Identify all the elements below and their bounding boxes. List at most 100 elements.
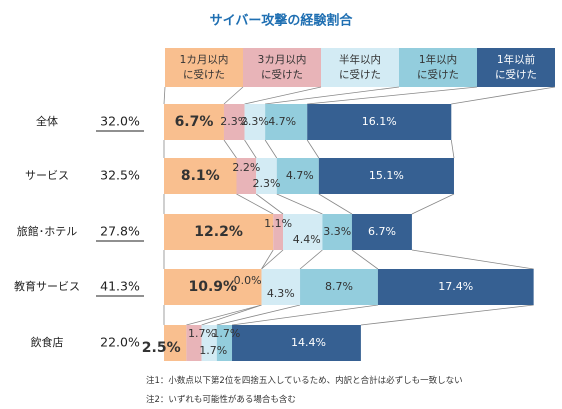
connector-line	[265, 86, 400, 105]
legend-label: に受けた	[261, 69, 303, 81]
connector-line	[299, 249, 323, 270]
legend-label: に受けた	[183, 69, 225, 81]
bar-segment	[164, 214, 274, 250]
legend-label: 1年以内	[419, 53, 457, 66]
connector-line	[216, 304, 301, 326]
legend-label: に受けた	[339, 69, 381, 81]
data-label: 15.1%	[369, 169, 404, 182]
legend-label: に受けた	[417, 69, 459, 81]
connector-line	[186, 304, 262, 326]
category-label: 教育サービス	[14, 279, 80, 293]
data-label: 17.4%	[438, 280, 473, 293]
data-label: 1.1%	[264, 217, 292, 230]
data-label: 12.2%	[194, 224, 243, 240]
data-label: 2.3%	[253, 177, 281, 190]
legend-label: 1カ月以内	[180, 53, 229, 66]
bar-segment	[265, 104, 308, 140]
bar-segment	[261, 269, 301, 305]
bar-segment	[232, 325, 361, 361]
connector-line	[411, 193, 455, 215]
total-value: 27.8%	[100, 224, 140, 239]
data-label: 2.3%	[220, 115, 248, 128]
bar-segment	[164, 325, 187, 361]
bar-segment	[318, 158, 454, 194]
connector-line	[450, 139, 455, 159]
data-label: 10.9%	[188, 279, 237, 295]
bar-segment	[300, 269, 378, 305]
connector-line	[244, 86, 322, 105]
connector-line	[411, 249, 534, 270]
legend-swatch	[477, 48, 555, 87]
connector-line	[223, 139, 237, 159]
connector-line	[255, 193, 284, 215]
data-label: 16.1%	[362, 115, 397, 128]
connector-line	[318, 193, 353, 215]
connector-line	[451, 86, 556, 105]
legend-swatch	[399, 48, 477, 87]
connector-line	[201, 304, 262, 326]
data-label: 2.2%	[232, 161, 260, 174]
bar-segment	[351, 214, 412, 250]
data-label: 6.7%	[368, 225, 396, 238]
data-label: 3.3%	[323, 225, 351, 238]
bar-segment	[322, 214, 352, 250]
connector-line	[351, 249, 379, 270]
data-label: 1.7%	[212, 327, 240, 340]
bar-segment	[283, 214, 323, 250]
data-label: 4.7%	[268, 115, 296, 128]
bar-segment	[236, 158, 257, 194]
data-label: 2.5%	[142, 340, 181, 356]
legend-swatch	[165, 48, 243, 87]
total-value: 41.3%	[100, 279, 140, 294]
bar-segment	[307, 104, 452, 140]
category-label: 旅館･ホテル	[17, 224, 78, 238]
total-value: 22.0%	[100, 335, 140, 350]
legend-label: 3カ月以内	[258, 53, 307, 66]
bar-segment	[201, 325, 217, 361]
bar-segment	[164, 158, 237, 194]
data-label: 2.3%	[241, 115, 269, 128]
data-label: 14.4%	[291, 336, 326, 349]
connector-line	[236, 193, 274, 215]
connector-line	[261, 249, 274, 270]
note-2: 注2：いずれも可能性がある場合も含む	[146, 395, 296, 405]
bar-segment	[256, 158, 277, 194]
category-label: 飲食店	[31, 335, 64, 349]
data-label: 1.7%	[188, 327, 216, 340]
connector-line	[264, 139, 278, 159]
bar-segment	[164, 269, 262, 305]
bar-segment	[273, 214, 284, 250]
total-value: 32.5%	[100, 168, 140, 183]
legend-label: に受けた	[495, 69, 537, 81]
connector-line	[306, 139, 320, 159]
legend-label: 1年以前	[497, 53, 535, 66]
connector-line	[163, 86, 166, 105]
connector-line	[307, 86, 478, 105]
data-label: 4.4%	[293, 233, 321, 246]
connector-line	[231, 304, 378, 326]
connector-line	[244, 139, 257, 159]
connector-line	[223, 86, 244, 105]
total-value: 32.0%	[100, 114, 140, 129]
data-label: 8.1%	[181, 168, 220, 184]
category-label: 全体	[36, 114, 58, 128]
connector-line	[261, 249, 284, 270]
note-1: 注1：小数点以下第2位を四捨五入しているため、内訳と合計は必ずしも一致しない	[146, 376, 463, 386]
bar-segment	[223, 104, 245, 140]
legend-swatch	[243, 48, 321, 87]
bar-segment	[244, 104, 266, 140]
connector-line	[276, 193, 323, 215]
data-label: 8.7%	[325, 280, 353, 293]
data-label: 0.0%	[234, 274, 262, 287]
legend-label: 半年以内	[339, 53, 381, 66]
connector-line	[360, 304, 534, 326]
data-label: 4.3%	[267, 287, 295, 300]
data-label: 1.7%	[199, 344, 227, 357]
legend-swatch	[321, 48, 399, 87]
bar-segment	[186, 325, 202, 361]
category-label: サービス	[25, 169, 69, 182]
data-label: 4.7%	[286, 169, 314, 182]
data-label: 6.7%	[175, 114, 214, 130]
bar-segment	[276, 158, 319, 194]
